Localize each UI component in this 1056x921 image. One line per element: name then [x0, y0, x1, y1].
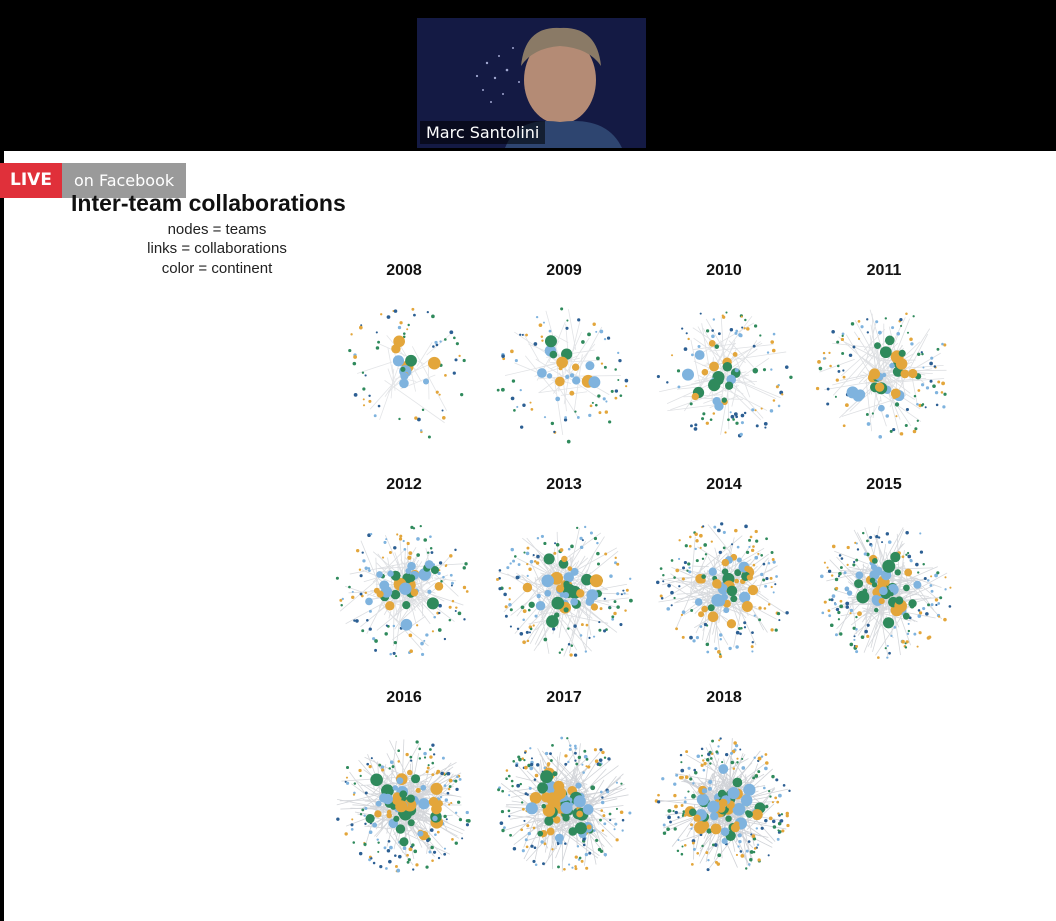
- live-source: on Facebook: [61, 163, 187, 198]
- year-label-2012: 2012: [386, 476, 422, 493]
- network-2011: [815, 309, 947, 439]
- network-core-nodes: [694, 553, 759, 629]
- network-peripheral-nodes: [496, 307, 629, 444]
- speaker-name: Marc Santolini: [420, 121, 546, 144]
- network-2012: [335, 525, 469, 658]
- speaker-video[interactable]: Marc Santolini: [417, 18, 646, 148]
- network-core-nodes: [391, 335, 441, 389]
- legend-links: links = collaborations: [147, 240, 287, 257]
- network-core-nodes: [537, 335, 601, 402]
- year-label-2018: 2018: [706, 689, 742, 706]
- network-peripheral-nodes: [815, 312, 947, 439]
- network-2008: [348, 307, 466, 439]
- network-2018: [654, 737, 791, 872]
- network-core-nodes: [522, 553, 603, 628]
- network-peripheral-nodes: [348, 307, 466, 439]
- network-2016: [336, 739, 471, 873]
- year-label-2008: 2008: [386, 262, 422, 279]
- network-core-nodes: [365, 769, 444, 847]
- year-label-2009: 2009: [546, 262, 582, 279]
- network-peripheral-nodes: [335, 525, 469, 658]
- network-peripheral-nodes: [496, 525, 633, 657]
- network-core-nodes: [525, 767, 596, 843]
- legend-nodes: nodes = teams: [167, 221, 267, 238]
- year-label-2014: 2014: [706, 476, 742, 493]
- year-label-2013: 2013: [546, 476, 582, 493]
- network-peripheral-nodes: [497, 736, 632, 871]
- network-2014: [656, 522, 789, 659]
- year-label-2016: 2016: [386, 689, 422, 706]
- network-core-nodes: [681, 339, 759, 411]
- year-label-2015: 2015: [866, 476, 902, 493]
- network-2013: [496, 525, 633, 657]
- network-core-nodes: [844, 551, 922, 629]
- network-links: [504, 309, 621, 435]
- shared-slide: [4, 151, 1056, 921]
- network-core-nodes: [684, 764, 766, 845]
- year-label-2017: 2017: [546, 689, 582, 706]
- network-peripheral-nodes: [656, 522, 789, 659]
- network-2009: [496, 307, 629, 444]
- network-2017: [497, 736, 632, 872]
- slide-title: Inter-team collaborations: [71, 190, 346, 216]
- live-label: LIVE: [0, 163, 62, 198]
- network-2010: [656, 311, 793, 438]
- network-2015: [819, 525, 952, 659]
- network-peripheral-nodes: [656, 311, 793, 438]
- network-core-nodes: [365, 555, 444, 631]
- year-label-2010: 2010: [706, 262, 742, 279]
- year-label-2011: 2011: [866, 262, 902, 279]
- live-badge[interactable]: LIVE on Facebook: [0, 163, 187, 198]
- legend-color: color = continent: [161, 260, 273, 277]
- network-peripheral-nodes: [819, 530, 952, 659]
- network-core-nodes: [846, 335, 922, 412]
